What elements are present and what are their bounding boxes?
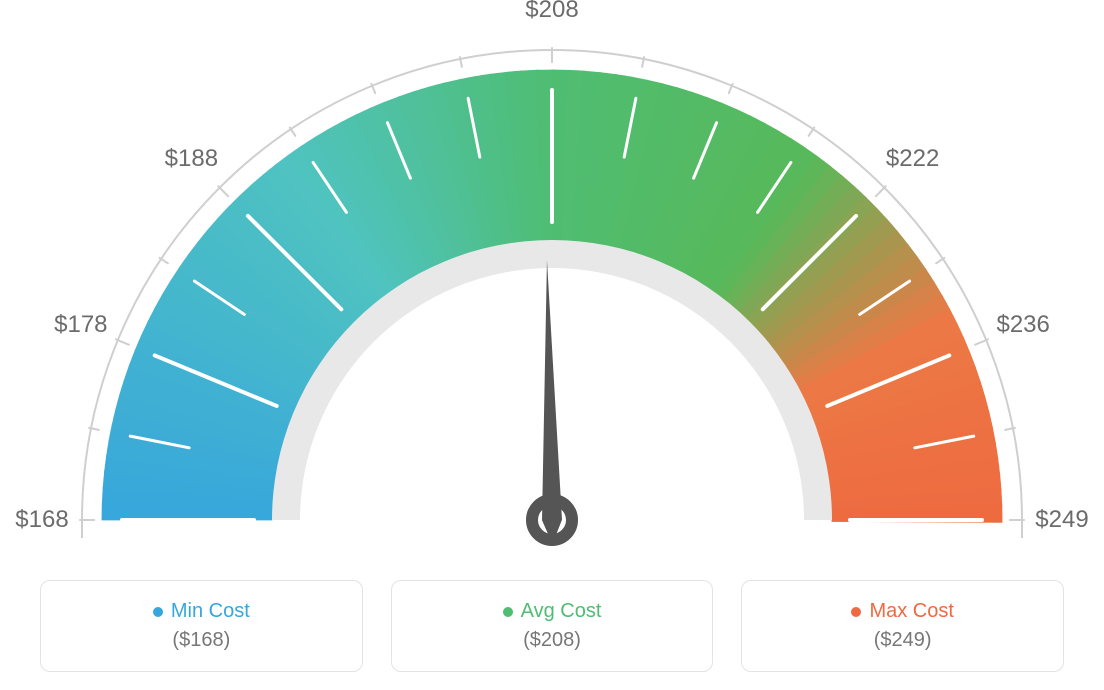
- legend-min-title: Min Cost: [153, 600, 250, 623]
- legend-max-value: ($249): [874, 629, 932, 652]
- gauge-tick-label: $249: [1035, 506, 1088, 534]
- legend-min: Min Cost ($168): [40, 580, 363, 672]
- dot-icon: [851, 607, 861, 617]
- gauge-tick-label: $178: [54, 311, 107, 339]
- gauge-svg: [0, 0, 1104, 560]
- legend-avg-value: ($208): [523, 629, 581, 652]
- dot-icon: [503, 607, 513, 617]
- legend-min-value: ($168): [172, 629, 230, 652]
- gauge-chart: $168 $178 $188 $208 $222 $236 $249: [0, 0, 1104, 560]
- legend-max-label: Max Cost: [869, 600, 953, 623]
- gauge-tick-label: $222: [886, 145, 939, 173]
- gauge-tick-label: $168: [15, 506, 68, 534]
- legend-avg: Avg Cost ($208): [391, 580, 714, 672]
- legend-min-label: Min Cost: [171, 600, 250, 623]
- dot-icon: [153, 607, 163, 617]
- legend-avg-title: Avg Cost: [503, 600, 602, 623]
- gauge-tick-label: $188: [165, 145, 218, 173]
- legend-avg-label: Avg Cost: [521, 600, 602, 623]
- legend-row: Min Cost ($168) Avg Cost ($208) Max Cost…: [0, 580, 1104, 690]
- gauge-tick-label: $236: [996, 311, 1049, 339]
- gauge-tick-label: $208: [525, 0, 578, 24]
- legend-max: Max Cost ($249): [741, 580, 1064, 672]
- legend-max-title: Max Cost: [851, 600, 953, 623]
